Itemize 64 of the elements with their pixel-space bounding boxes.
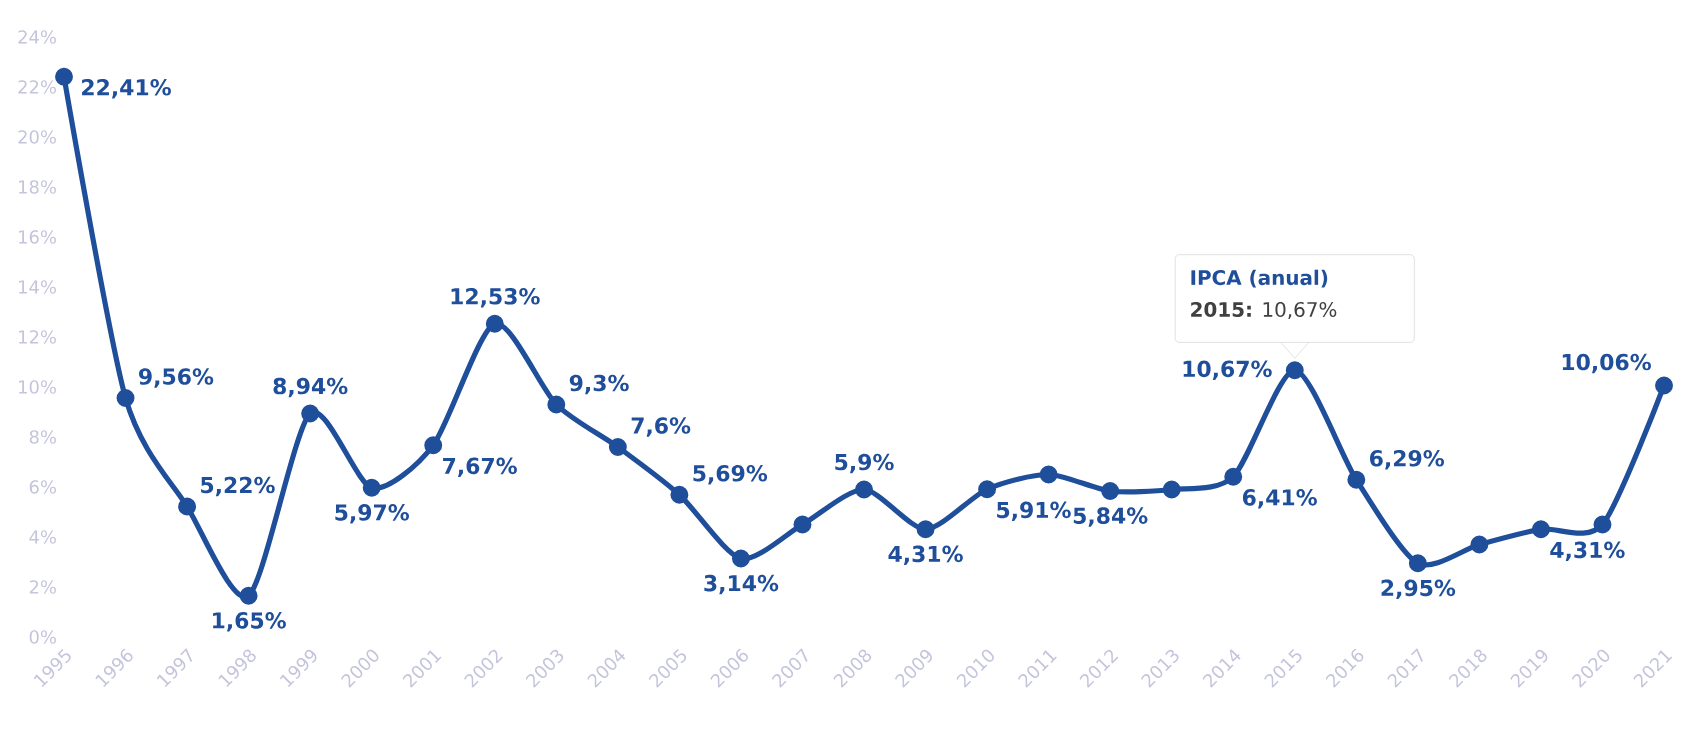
point — [362, 478, 381, 497]
y-tick-label: 8% — [29, 430, 56, 444]
point — [670, 485, 689, 504]
data-label: 4,31% — [1550, 541, 1625, 561]
data-label: 22,41% — [82, 79, 171, 99]
point — [978, 480, 997, 499]
y-tick-label: 6% — [29, 480, 56, 494]
data-label: 4,31% — [888, 545, 963, 565]
data-label: 6,41% — [1242, 489, 1317, 509]
y-tick-label: 16% — [19, 230, 56, 244]
data-label: 7,67% — [443, 457, 517, 477]
point — [1470, 535, 1489, 554]
data-label: 5,97% — [335, 504, 410, 524]
point — [301, 404, 320, 423]
data-label: 10,67% — [1183, 360, 1272, 380]
data-label: 6,29% — [1370, 450, 1445, 470]
data-label: 5,69% — [693, 465, 768, 485]
point — [485, 314, 504, 333]
point — [916, 520, 935, 539]
point — [793, 515, 812, 534]
point — [55, 67, 73, 86]
point — [1224, 467, 1243, 486]
point — [1655, 376, 1673, 395]
y-tick-label: 2% — [29, 580, 56, 594]
point — [1162, 480, 1181, 499]
y-tick-label: 4% — [29, 530, 56, 544]
y-tick-label: 0% — [29, 630, 56, 644]
y-tick-label: 20% — [18, 130, 56, 144]
point — [1285, 361, 1304, 380]
point — [424, 436, 443, 455]
y-tick-label: 10% — [19, 380, 56, 394]
y-tick-label: 24% — [18, 30, 56, 44]
point — [1101, 482, 1120, 500]
point — [1531, 520, 1550, 539]
point — [1347, 470, 1366, 489]
point — [1593, 515, 1612, 534]
annotation: IPCA (anual) — [1191, 269, 1328, 288]
data-label: 7,6% — [631, 417, 691, 437]
point — [855, 480, 873, 499]
point — [178, 497, 197, 516]
point — [547, 395, 566, 414]
point — [731, 549, 750, 568]
data-label: 5,9% — [835, 453, 894, 474]
data-label: 3,14% — [704, 574, 779, 595]
annotation: 2015: 10,67% — [1191, 301, 1337, 320]
point — [116, 389, 135, 407]
point — [608, 438, 627, 456]
point — [239, 586, 258, 605]
y-tick-label: 22% — [18, 80, 56, 94]
y-tick-label: 14% — [19, 280, 56, 294]
data-label: 9,56% — [139, 368, 214, 388]
y-tick-label: 12% — [19, 330, 56, 344]
data-label: 5,22% — [201, 476, 275, 497]
point — [1039, 465, 1058, 484]
y-tick-label: 18% — [19, 180, 56, 194]
data-label: 2,95% — [1381, 579, 1456, 599]
data-label: 5,84% — [1073, 507, 1148, 527]
point — [1408, 554, 1427, 573]
data-label: 12,53% — [451, 288, 540, 308]
data-label: 1,65% — [213, 612, 286, 632]
data-label: 8,94% — [273, 377, 348, 398]
data-label: 10,06% — [1562, 353, 1651, 374]
data-label: 5,91% — [997, 501, 1071, 521]
data-label: 9,3% — [569, 374, 629, 395]
